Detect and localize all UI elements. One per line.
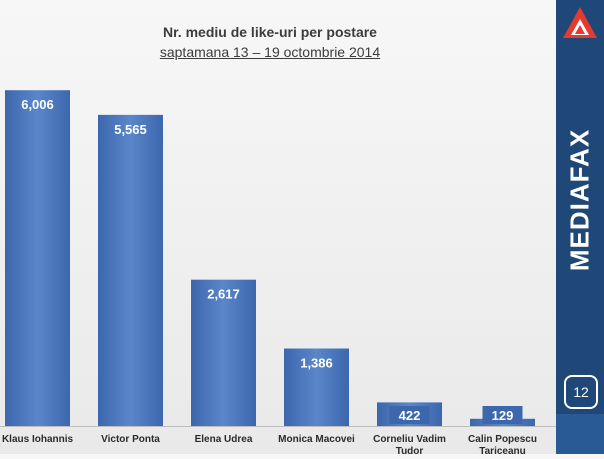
value-label-1: 5,565 [114,122,147,137]
value-label-bg-4 [389,406,430,424]
mediafax-sidebar: MEDIAFAX 12 [556,0,604,454]
value-label-5: 129 [492,408,514,423]
category-label-1: Victor Ponta [101,434,160,445]
value-label-0: 6,006 [21,97,54,112]
category-label-2: Elena Udrea [195,434,253,445]
chart-title: Nr. mediu de like-uri per postare [163,24,377,40]
bar-chart: 6,006 Klaus Iohannis 5,565 Victor Ponta 2,61… [0,90,556,457]
chart-area: Nr. mediu de like-uri per postare saptam… [0,24,556,457]
sidebar-footer-strip [556,414,604,454]
chart-subtitle: saptamana 13 – 19 octombrie 2014 [159,44,381,60]
value-label-4: 422 [399,408,421,423]
bar-2 [191,279,256,426]
category-label-0: Klaus Iohannis [2,434,74,445]
bar-0 [5,90,70,427]
value-label-2: 2,617 [207,287,240,302]
page-number-badge: 12 [564,375,598,409]
mediafax-triangle-logo-icon [560,4,600,44]
value-label-bg-5 [482,406,523,424]
bar-3 [284,348,349,426]
category-label-4: Corneliu Vadim Tudor [373,434,446,454]
category-label-3: Monica Macovei [278,434,355,445]
value-label-3: 1,386 [300,356,333,371]
category-label-5: Calin Popescu Tariceanu [468,434,537,454]
brand-name: MEDIAFAX [564,128,595,272]
bar-1 [98,114,163,426]
